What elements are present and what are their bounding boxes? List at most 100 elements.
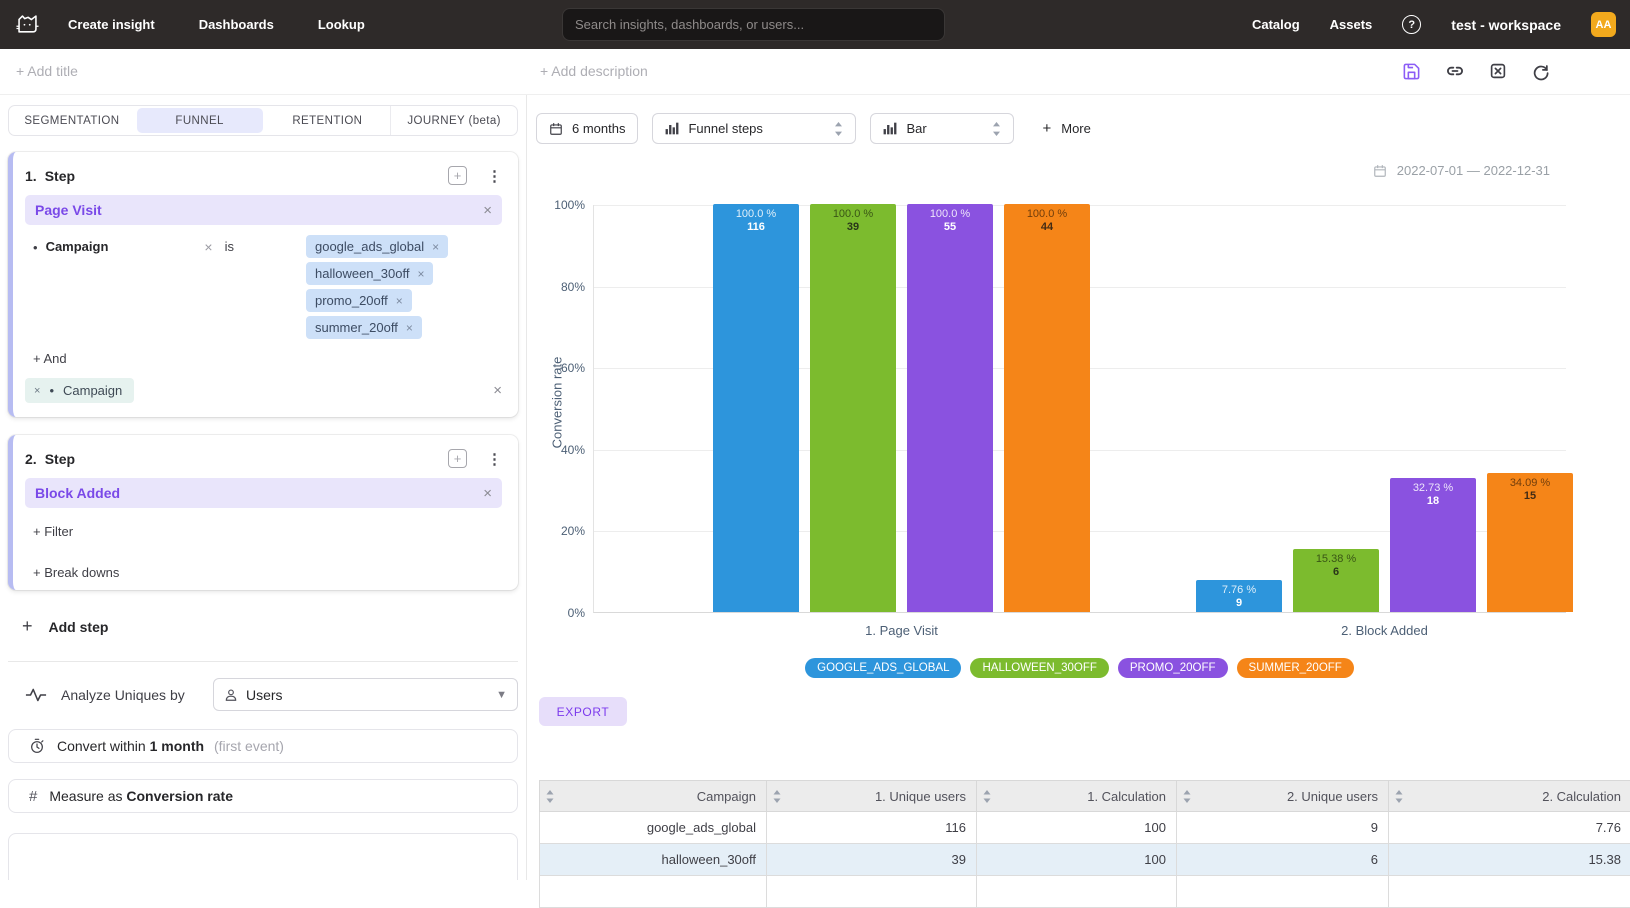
remove-breakdown-icon[interactable]: ×	[34, 385, 40, 397]
remove-tag-icon[interactable]: ×	[432, 240, 439, 254]
remove-event-icon[interactable]: ×	[483, 203, 492, 218]
sort-icon[interactable]	[546, 790, 554, 803]
view-select[interactable]: Funnel steps	[652, 113, 856, 144]
nav-catalog[interactable]: Catalog	[1252, 17, 1300, 32]
column-header-2-unique-users[interactable]: 2. Unique users	[1177, 781, 1389, 812]
bar-summer-20off-1-page-visit[interactable]: 100.0 %44	[1004, 204, 1090, 612]
legend-pill-google-ads-global[interactable]: GOOGLE_ADS_GLOBAL	[805, 658, 961, 678]
filter-property[interactable]: Campaign	[46, 239, 109, 254]
tab-retention[interactable]: RETENTION	[265, 106, 391, 135]
sort-icon[interactable]	[983, 790, 991, 803]
tag-value: promo_20off	[315, 293, 388, 308]
bar-halloween-30off-1-page-visit[interactable]: 100.0 %39	[810, 204, 896, 612]
close-box-icon[interactable]	[1489, 62, 1507, 80]
filter-tag-halloween-30off[interactable]: halloween_30off×	[306, 262, 433, 285]
legend-pill-halloween-30off[interactable]: HALLOWEEN_30OFF	[970, 658, 1108, 678]
step-menu-icon[interactable]: ⋮	[487, 450, 502, 468]
add-to-step-icon[interactable]: +	[448, 449, 467, 468]
bar-count-label: 116	[713, 221, 799, 233]
bar-count-label: 18	[1390, 495, 1476, 507]
sort-icon[interactable]	[1183, 790, 1191, 803]
add-filter-button[interactable]: + Filter	[33, 524, 502, 539]
filter-operator[interactable]: is	[225, 239, 234, 254]
event-page-visit[interactable]: Page Visit ×	[25, 195, 502, 225]
bar-count-label: 6	[1293, 566, 1379, 578]
user-avatar[interactable]: AA	[1591, 12, 1616, 37]
bar-promo-20off-2-block-added[interactable]: 32.73 %18	[1390, 478, 1476, 612]
legend-pill-summer-20off[interactable]: SUMMER_20OFF	[1237, 658, 1354, 678]
analyze-by-value: Users	[246, 687, 283, 703]
nav-dashboards[interactable]: Dashboards	[199, 17, 274, 32]
add-to-step-icon[interactable]: +	[448, 166, 467, 185]
remove-filter-icon[interactable]: ×	[204, 239, 212, 255]
add-breakdowns-button[interactable]: + Break downs	[33, 565, 502, 580]
add-step-label: Add step	[49, 619, 109, 635]
copy-link-icon[interactable]	[1445, 61, 1465, 81]
table-cell: 9	[1177, 812, 1389, 844]
step-number: 2.	[25, 451, 37, 467]
save-icon[interactable]	[1402, 62, 1421, 81]
remove-breakdown-row-icon[interactable]: ×	[493, 383, 502, 398]
bar-google-ads-global-1-page-visit[interactable]: 100.0 %116	[713, 204, 799, 612]
step-menu-icon[interactable]: ⋮	[487, 167, 502, 185]
bar-count-label: 44	[1004, 221, 1090, 233]
remove-tag-icon[interactable]: ×	[406, 321, 413, 335]
tab-journey-beta[interactable]: JOURNEY (beta)	[390, 106, 517, 135]
date-range-button[interactable]: 6 months	[536, 113, 638, 144]
column-header-1-unique-users[interactable]: 1. Unique users	[767, 781, 977, 812]
add-and-condition-button[interactable]: + And	[33, 351, 502, 366]
table-cell: halloween_30off	[540, 844, 767, 876]
chart-type-select[interactable]: Bar	[870, 113, 1014, 144]
table-cell: 100	[977, 812, 1177, 844]
sort-icon[interactable]	[1395, 790, 1403, 803]
column-header-campaign[interactable]: Campaign	[540, 781, 767, 812]
filter-value-tags: google_ads_global× halloween_30off× promo_…	[306, 235, 448, 339]
bar-chart-icon	[665, 122, 679, 135]
sort-icon[interactable]	[773, 790, 781, 803]
legend-pill-promo-20off[interactable]: PROMO_20OFF	[1118, 658, 1228, 678]
search-input[interactable]	[562, 8, 945, 41]
bar-percent-label: 15.38 %	[1293, 553, 1379, 565]
refresh-icon[interactable]	[1531, 62, 1550, 81]
tab-segmentation[interactable]: SEGMENTATION	[9, 106, 135, 135]
workspace-name[interactable]: test - workspace	[1451, 17, 1561, 33]
filter-tag-promo-20off[interactable]: promo_20off ×	[306, 289, 412, 312]
remove-tag-icon[interactable]: ×	[396, 294, 403, 308]
nav-lookup[interactable]: Lookup	[318, 17, 365, 32]
breakdown-row: × • Campaign ×	[25, 378, 502, 403]
bar-promo-20off-1-page-visit[interactable]: 100.0 %55	[907, 204, 993, 612]
bar-percent-label: 100.0 %	[1004, 208, 1090, 220]
remove-event-icon[interactable]: ×	[483, 486, 492, 501]
y-axis-tick: 40%	[525, 443, 585, 457]
bar-halloween-30off-2-block-added[interactable]: 15.38 %6	[1293, 549, 1379, 612]
add-step-button[interactable]: + Add step	[22, 616, 526, 637]
more-button[interactable]: + More	[1042, 120, 1090, 137]
convert-within-setting[interactable]: Convert within 1 month (first event)	[8, 729, 518, 763]
y-axis-tick: 80%	[525, 280, 585, 294]
add-description-button[interactable]: + Add description	[540, 63, 648, 79]
column-header-2-calculation[interactable]: 2. Calculation	[1389, 781, 1630, 812]
bar-google-ads-global-2-block-added[interactable]: 7.76 %9	[1196, 580, 1282, 612]
bar-summer-20off-2-block-added[interactable]: 34.09 %15	[1487, 473, 1573, 612]
breakdown-chip-campaign[interactable]: × • Campaign	[25, 378, 134, 403]
event-block-added[interactable]: Block Added ×	[25, 478, 502, 508]
help-icon[interactable]: ?	[1402, 15, 1421, 34]
remove-tag-icon[interactable]: ×	[417, 267, 424, 281]
filter-tag-google-ads-global[interactable]: google_ads_global×	[306, 235, 448, 258]
app-logo-cat-icon[interactable]	[12, 10, 42, 40]
filter-tag-summer-20off[interactable]: summer_20off×	[306, 316, 422, 339]
add-title-button[interactable]: + Add title	[16, 63, 78, 79]
tab-funnel[interactable]: FUNNEL	[137, 108, 263, 133]
nav-assets[interactable]: Assets	[1330, 17, 1373, 32]
nav-create-insight[interactable]: Create insight	[68, 17, 155, 32]
analyze-by-select[interactable]: Users ▼	[213, 678, 518, 711]
measure-as-setting[interactable]: # Measure as Conversion rate	[8, 779, 518, 813]
step-label: Step	[45, 168, 75, 184]
column-header-1-calculation[interactable]: 1. Calculation	[977, 781, 1177, 812]
export-button[interactable]: EXPORT	[539, 697, 627, 726]
